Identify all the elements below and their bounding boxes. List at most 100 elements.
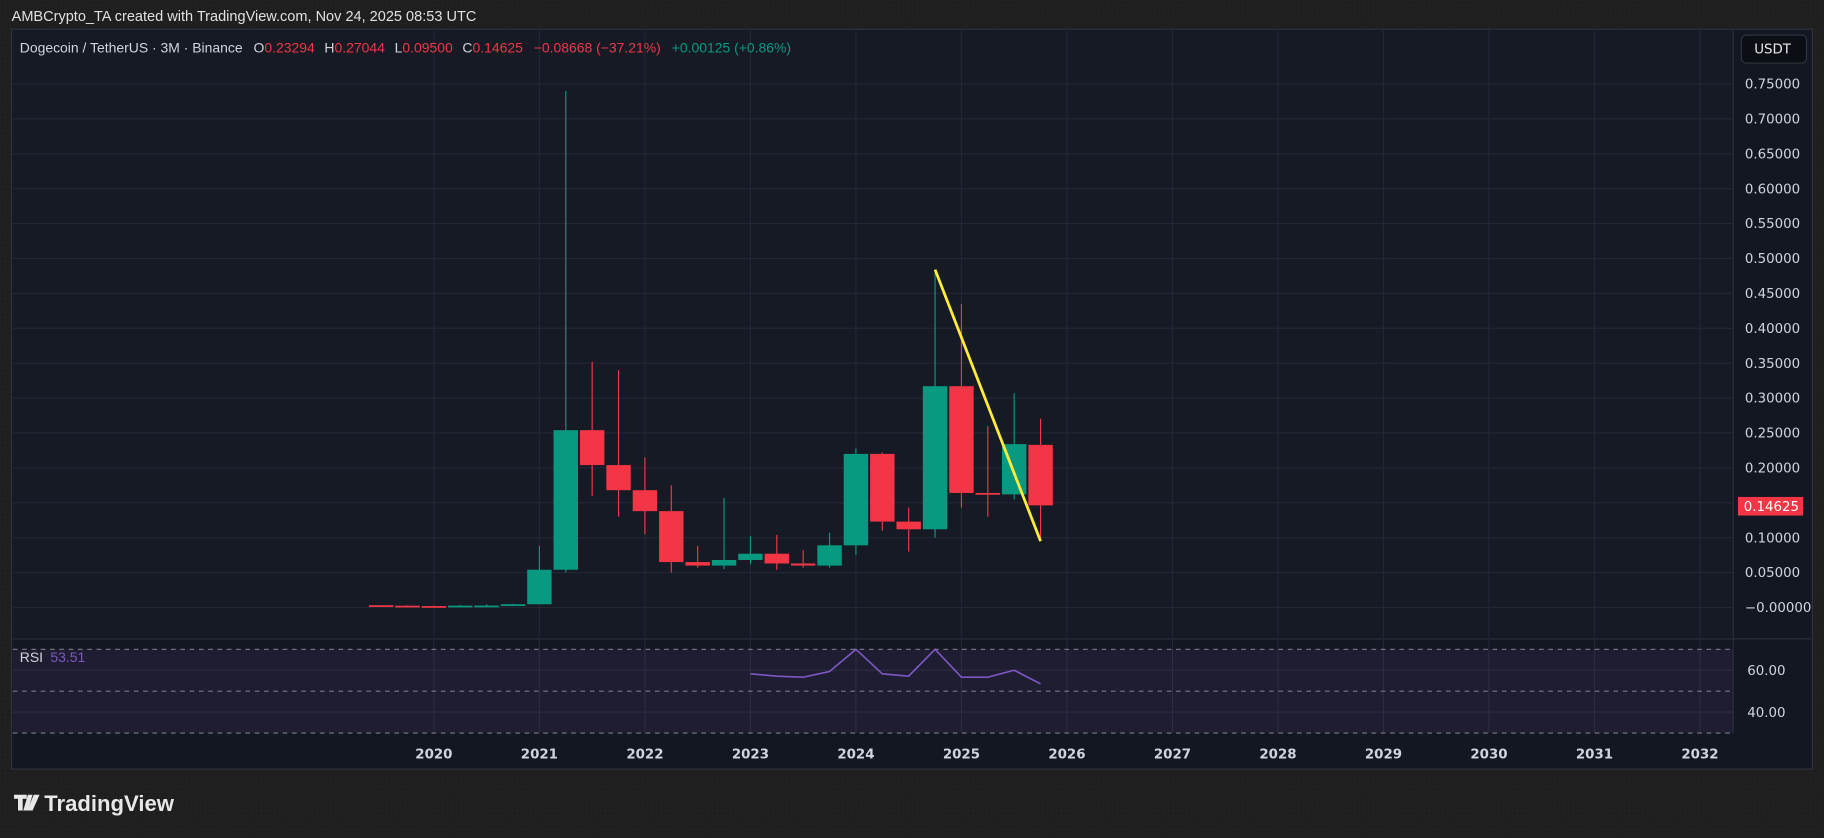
candle-body <box>632 490 658 512</box>
candle-body <box>395 605 420 608</box>
price-tick-label: 0.60000 <box>1745 182 1800 197</box>
open-label: O <box>253 40 264 56</box>
candle-body <box>711 559 737 566</box>
time-tick-label: 2026 <box>1048 748 1085 763</box>
price-tick-label: 0.40000 <box>1745 322 1800 337</box>
low-label: L <box>395 40 403 56</box>
candles <box>368 90 1053 608</box>
candle <box>474 604 499 608</box>
price-tick-label: 0.55000 <box>1745 217 1800 232</box>
candle-body <box>368 605 394 607</box>
candle <box>606 370 631 517</box>
attribution-text: AMBCrypto_TA created with TradingView.co… <box>12 9 477 25</box>
candle-body <box>606 465 631 491</box>
candle <box>368 605 394 607</box>
candle-body <box>896 521 921 530</box>
candle-body <box>843 453 869 546</box>
price-tick-label: 0.25000 <box>1745 427 1800 442</box>
candle-body <box>421 606 447 608</box>
candle-body <box>817 545 842 566</box>
candle-body <box>579 430 605 466</box>
time-tick-label: 2027 <box>1154 748 1191 763</box>
candle <box>632 457 658 535</box>
time-tick-label: 2023 <box>732 748 769 763</box>
open-value: 0.23294 <box>264 40 315 56</box>
candle <box>738 536 763 565</box>
candle <box>448 605 473 608</box>
candle <box>711 497 737 570</box>
close-label: C <box>462 40 472 56</box>
candle-body <box>975 492 1001 495</box>
brand-name: TradingView <box>44 791 175 816</box>
candle <box>500 603 526 606</box>
rsi-legend[interactable]: RSI 53.51 <box>20 649 86 665</box>
price-tick-label: 0.45000 <box>1745 287 1800 302</box>
low-value: 0.09500 <box>402 40 453 56</box>
time-tick-label: 2031 <box>1576 748 1613 763</box>
candle-body <box>553 430 578 570</box>
candle <box>579 361 605 496</box>
time-tick-label: 2032 <box>1681 748 1718 763</box>
candle-body <box>949 386 974 493</box>
candle-body <box>738 553 763 560</box>
symbol-name[interactable]: Dogecoin / TetherUS · 3M · Binance <box>20 40 243 56</box>
price-tick-label: 0.10000 <box>1745 531 1800 546</box>
rsi-value: 53.51 <box>50 649 85 665</box>
close-value: 0.14625 <box>473 40 524 56</box>
high-label: H <box>324 40 334 56</box>
candle <box>764 534 790 570</box>
candle-body <box>870 453 895 522</box>
price-axis[interactable]: 0.75000 0.70000 0.65000 0.60000 0.55000 0.500… <box>1745 78 1811 616</box>
candle-body <box>527 569 552 605</box>
change-value: −0.08668 (−37.21%) <box>534 40 661 56</box>
rsi-band-lines <box>12 648 1734 734</box>
currency-button[interactable]: USDT <box>1740 34 1808 64</box>
tradingview-logo: TradingView <box>13 791 175 816</box>
candle <box>527 546 552 605</box>
candle <box>817 532 842 568</box>
time-tick-label: 2024 <box>837 748 874 763</box>
extra-change-value: +0.00125 (+0.86%) <box>672 40 791 56</box>
candle-body <box>474 605 499 608</box>
currency-label: USDT <box>1754 43 1792 58</box>
price-tick-label: 0.35000 <box>1745 357 1800 372</box>
time-tick-label: 2022 <box>626 748 663 763</box>
trendline-drawing[interactable] <box>933 269 1042 542</box>
candle <box>421 605 447 608</box>
price-tick-label: 0.20000 <box>1745 462 1800 477</box>
legend: Dogecoin / TetherUS · 3M · Binance O0.23… <box>20 40 791 56</box>
price-tick-label: 0.65000 <box>1745 147 1800 162</box>
candle-body <box>500 604 526 606</box>
time-tick-label: 2029 <box>1365 748 1402 763</box>
price-tick-label: 0.75000 <box>1745 78 1800 93</box>
time-tick-label: 2021 <box>521 748 558 763</box>
time-tick-label: 2030 <box>1470 748 1507 763</box>
time-tick-label: 2028 <box>1259 748 1296 763</box>
rsi-label: RSI <box>20 649 43 665</box>
rsi-axis[interactable]: 60.00 40.00 <box>1747 664 1785 721</box>
candle <box>896 507 921 552</box>
price-pane[interactable] <box>12 30 1734 638</box>
candle-body <box>764 553 790 564</box>
candle-body <box>659 511 684 563</box>
candle-body <box>922 386 948 530</box>
candle <box>790 550 816 568</box>
candle <box>870 452 895 531</box>
candle <box>553 90 578 573</box>
candle-body <box>448 605 473 608</box>
candle <box>922 269 948 538</box>
candle-body <box>790 563 816 566</box>
price-tick-label: 0.70000 <box>1745 113 1800 128</box>
high-value: 0.27044 <box>334 40 385 56</box>
candle-body <box>1028 444 1053 506</box>
time-tick-label: 2020 <box>415 748 452 763</box>
time-axis[interactable]: 2020 2021 2022 2023 2024 2025 2026 2027 2028 2029… <box>415 748 1718 763</box>
rsi-tick-label: 60.00 <box>1747 664 1785 679</box>
price-tick-label: 0.50000 <box>1745 252 1800 267</box>
rsi-tick-label: 40.00 <box>1747 706 1785 721</box>
price-tick-label: 0.30000 <box>1745 392 1800 407</box>
candle-body <box>685 562 710 566</box>
candle <box>685 546 710 568</box>
last-price-label: 0.14625 <box>1744 500 1799 515</box>
